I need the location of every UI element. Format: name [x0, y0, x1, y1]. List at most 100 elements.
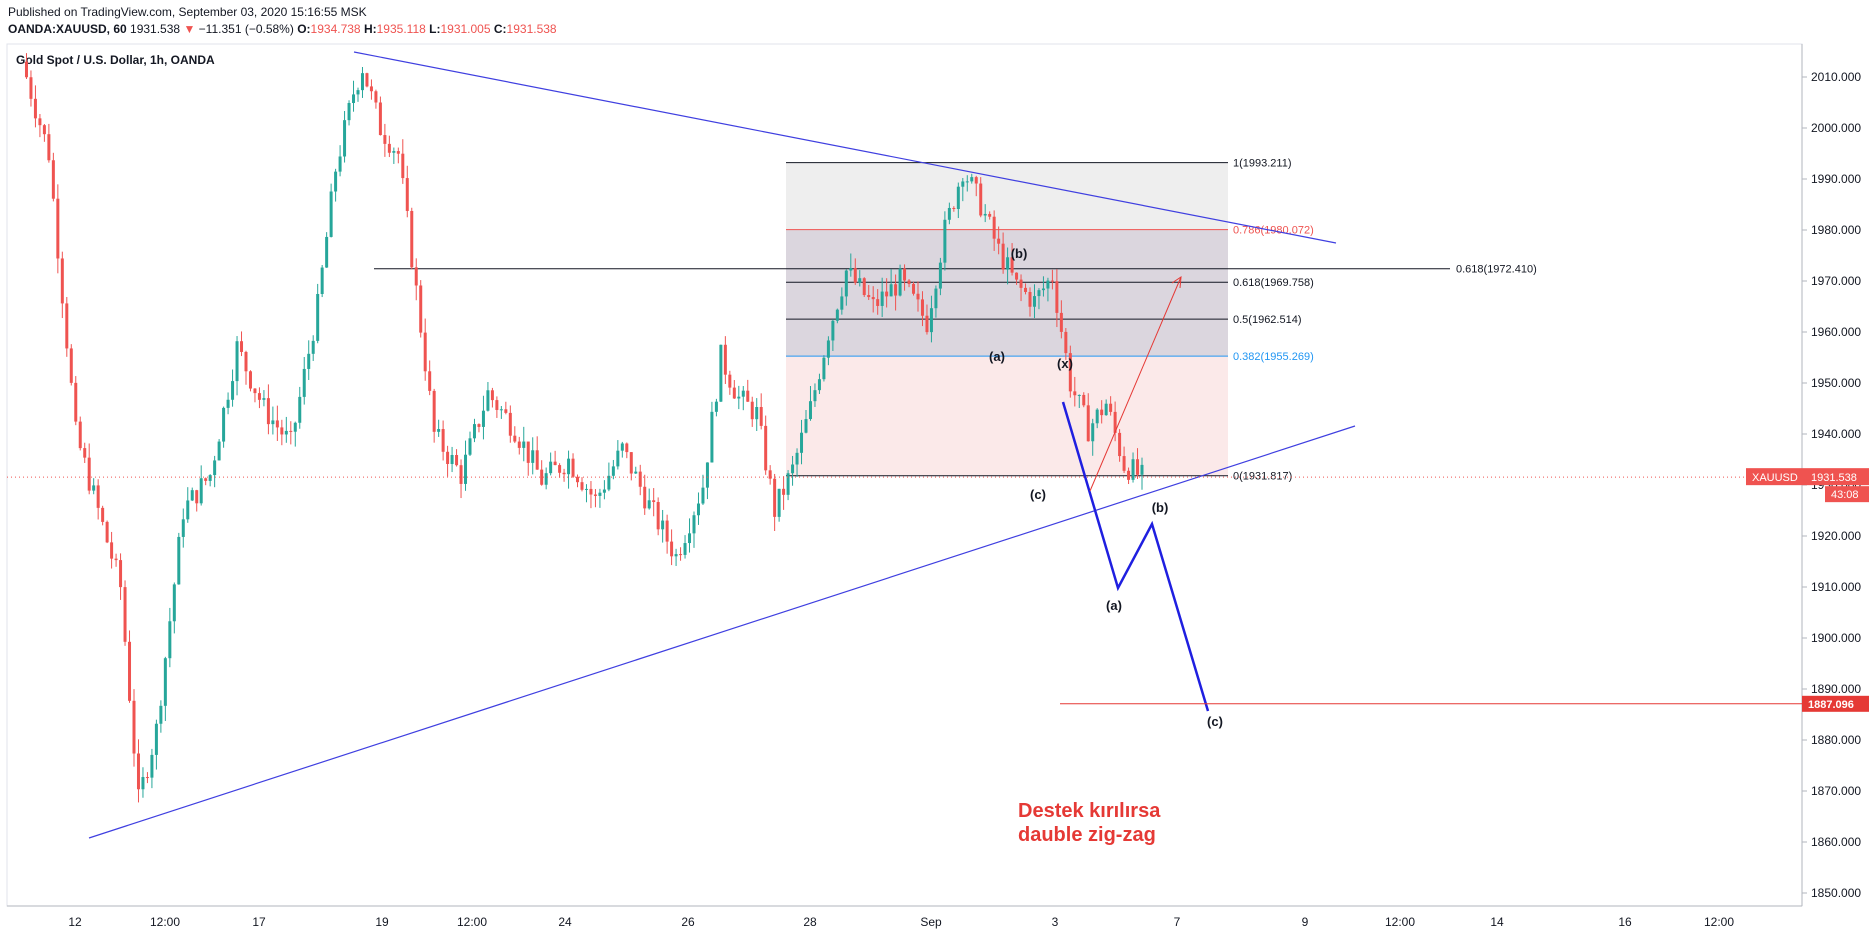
candle-body — [365, 73, 369, 87]
symbol-label[interactable]: OANDA:XAUUSD, 60 — [8, 22, 127, 36]
candle-body — [1113, 411, 1117, 433]
candle-body — [889, 284, 893, 297]
candle-body — [638, 471, 642, 487]
price-tag-symbol: XAUUSD — [1752, 472, 1798, 484]
plot-area[interactable] — [6, 43, 1803, 907]
candle-body — [992, 216, 996, 239]
y-tick-label: 1910.000 — [1811, 580, 1861, 594]
candle-body — [979, 183, 983, 216]
candle-body — [880, 291, 884, 306]
candle-body — [33, 98, 37, 119]
candle-body — [392, 151, 396, 153]
candle-body — [504, 409, 508, 413]
candle-body — [696, 503, 700, 516]
candle-body — [705, 462, 709, 488]
candle-body — [298, 396, 302, 423]
candle-body — [60, 258, 64, 304]
candle-body — [1028, 291, 1032, 307]
candle-body — [558, 465, 562, 473]
candle-body — [38, 118, 42, 126]
candle-body — [1104, 403, 1108, 416]
candle-body — [65, 303, 69, 349]
fibonacci-retracement[interactable]: 1(1993.211)0.786(1980.072)0.618(1969.758… — [374, 158, 1537, 483]
candle-body — [755, 407, 759, 420]
candle-body — [876, 299, 880, 306]
candle-body — [240, 341, 244, 352]
candle-body — [271, 420, 275, 425]
current-price-tag — [1746, 468, 1869, 486]
candle-body — [163, 658, 167, 706]
candle-body — [69, 348, 73, 383]
candle-body — [961, 181, 965, 187]
drawings-layer[interactable] — [7, 51, 1802, 839]
x-tick-label: Sep — [920, 915, 942, 929]
candle-body — [853, 268, 857, 283]
candle-body — [862, 278, 866, 296]
wave-label: (c) — [1030, 487, 1046, 502]
last-price: 1931.538 — [130, 22, 181, 36]
candle-body — [1131, 459, 1135, 480]
close-label: C: — [493, 22, 507, 36]
candle-body — [154, 723, 158, 755]
candlestick-series[interactable] — [24, 53, 1144, 803]
candle-body — [383, 135, 387, 144]
candle-body — [576, 476, 580, 483]
candle-body — [898, 268, 902, 296]
candle-body — [190, 490, 194, 501]
candle-body — [732, 387, 736, 399]
wave-label: (b) — [1152, 500, 1169, 515]
projected-zigzag-path — [1061, 401, 1210, 712]
candle-body — [849, 268, 853, 271]
x-tick-label: 12:00 — [150, 915, 180, 929]
wave-label: (c) — [1207, 714, 1223, 729]
y-tick-label: 1870.000 — [1811, 784, 1861, 798]
candle-body — [656, 502, 660, 530]
candle-body — [1024, 287, 1028, 292]
ohlc-legend: OANDA:XAUUSD, 60 1931.538 ▼ −11.351 (−0.… — [8, 22, 557, 36]
candle-body — [692, 515, 696, 534]
candle-body — [132, 700, 136, 754]
candle-body — [943, 219, 947, 263]
candle-body — [947, 207, 951, 220]
candle-body — [114, 558, 118, 561]
candle-body — [531, 450, 535, 463]
candle-body — [110, 542, 114, 559]
candle-body — [302, 368, 306, 397]
candle-body — [119, 560, 123, 588]
candle-body — [1059, 312, 1063, 332]
candle-body — [486, 390, 490, 411]
candle-body — [903, 268, 907, 281]
target-price-tag — [1802, 695, 1869, 712]
candle-body — [195, 490, 199, 504]
fib-level-label: 0(1931.817) — [1233, 471, 1292, 483]
candle-body — [844, 270, 848, 297]
candle-body — [105, 521, 109, 543]
candle-body — [661, 520, 665, 530]
y-tick-label: 1990.000 — [1811, 172, 1861, 186]
x-tick-label: 9 — [1302, 915, 1309, 929]
candle-body — [997, 238, 1001, 244]
axis-layer: 1850.000 1860.000 1870.000 1880.000 1890.000… — [68, 70, 1861, 929]
candle-body — [974, 177, 978, 184]
candle-body — [1100, 409, 1104, 416]
candle-body — [29, 77, 33, 99]
candle-body — [584, 488, 588, 490]
candle-body — [499, 409, 503, 411]
y-tick-label: 1900.000 — [1811, 631, 1861, 645]
low-value: 1931.005 — [440, 22, 491, 36]
y-tick-label: 1940.000 — [1811, 427, 1861, 441]
candle-body — [1122, 456, 1126, 471]
candle-body — [759, 407, 763, 426]
candle-body — [1055, 281, 1059, 313]
countdown-tag — [1825, 486, 1869, 503]
y-tick-label: 2010.000 — [1811, 70, 1861, 84]
candle-body — [1050, 280, 1054, 282]
candle-body — [150, 754, 154, 778]
lower-trendline — [88, 425, 1356, 839]
candle-body — [320, 267, 324, 294]
candle-body — [907, 280, 911, 284]
published-caption: Published on TradingView.com, September … — [8, 5, 367, 19]
candle-body — [24, 61, 28, 78]
candle-body — [289, 430, 293, 432]
